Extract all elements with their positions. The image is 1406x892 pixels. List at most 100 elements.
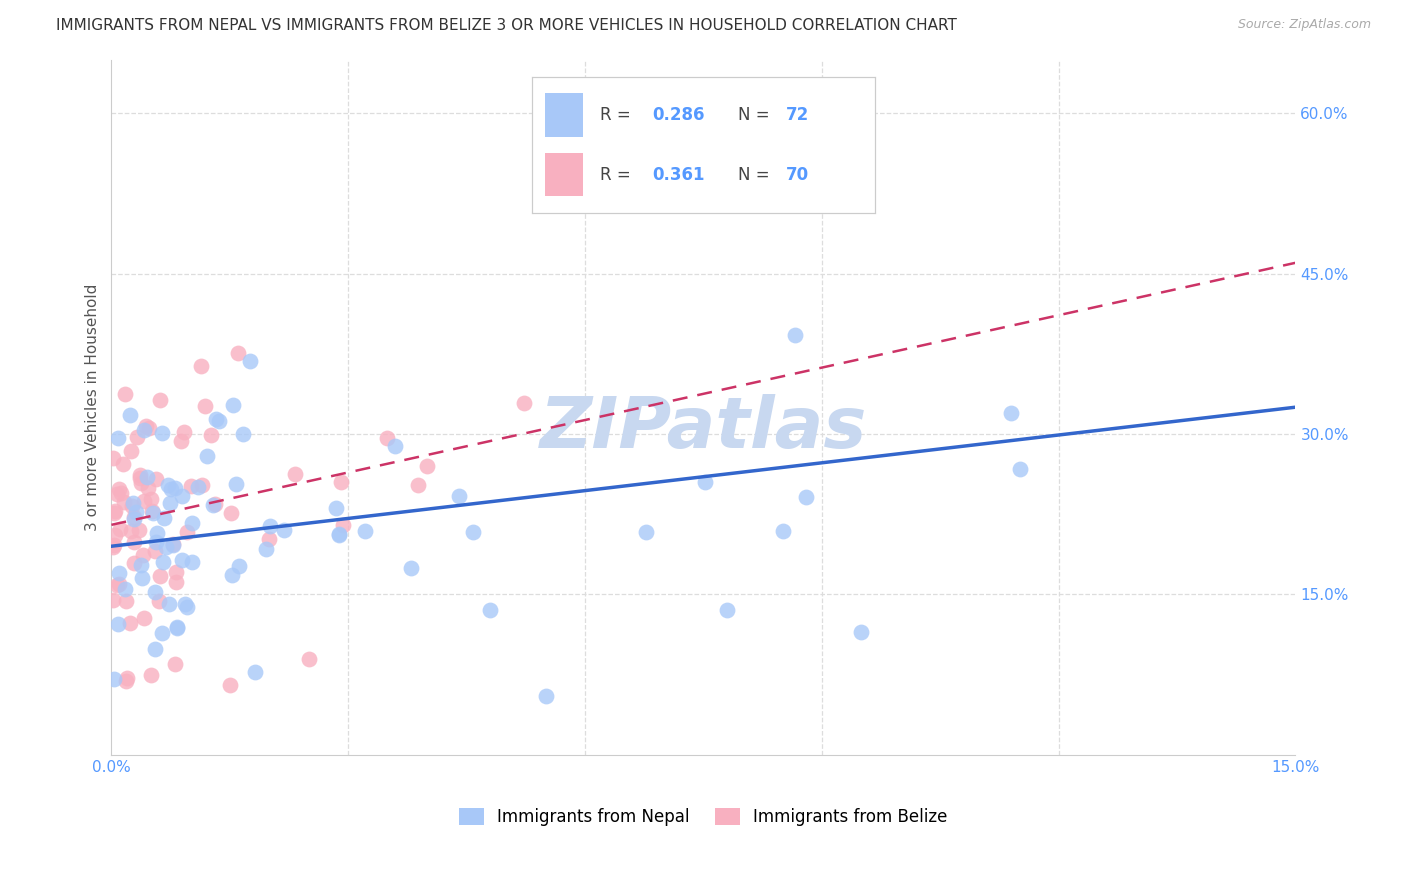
Point bbox=[131, 548, 153, 562]
Point bbox=[284, 467, 307, 482]
Point bbox=[332, 517, 354, 532]
Point bbox=[259, 519, 281, 533]
Point bbox=[165, 565, 187, 579]
Point bbox=[794, 490, 817, 504]
Point bbox=[534, 689, 557, 703]
Point bbox=[513, 396, 536, 410]
Point bbox=[107, 617, 129, 632]
Point bbox=[122, 495, 145, 509]
Point bbox=[208, 414, 231, 428]
Point bbox=[165, 574, 187, 589]
Point bbox=[124, 556, 146, 570]
Point bbox=[384, 439, 406, 453]
Point bbox=[104, 528, 127, 542]
Point bbox=[107, 577, 129, 591]
Point bbox=[111, 457, 134, 471]
Point bbox=[354, 524, 377, 538]
Point bbox=[160, 482, 183, 496]
Point bbox=[416, 458, 439, 473]
Point bbox=[479, 603, 502, 617]
Point bbox=[138, 420, 160, 434]
Point bbox=[193, 399, 215, 413]
Point bbox=[122, 512, 145, 526]
Y-axis label: 3 or more Vehicles in Household: 3 or more Vehicles in Household bbox=[86, 284, 100, 531]
Point bbox=[447, 489, 470, 503]
Point bbox=[107, 431, 129, 445]
Point bbox=[190, 478, 212, 492]
Point bbox=[115, 671, 138, 685]
Point bbox=[257, 532, 280, 546]
Point bbox=[187, 480, 209, 494]
Point bbox=[101, 540, 124, 554]
Point bbox=[120, 444, 142, 458]
Point bbox=[201, 498, 224, 512]
Point bbox=[145, 535, 167, 549]
Point bbox=[219, 506, 242, 520]
Point bbox=[406, 478, 429, 492]
Point bbox=[166, 620, 188, 634]
Point bbox=[170, 489, 193, 503]
Point bbox=[165, 481, 187, 495]
Point bbox=[173, 425, 195, 440]
Point bbox=[120, 409, 142, 423]
Point bbox=[328, 527, 350, 541]
Point bbox=[104, 504, 127, 518]
Point bbox=[110, 486, 132, 500]
Point bbox=[693, 475, 716, 490]
Point bbox=[142, 507, 165, 521]
Point bbox=[204, 497, 226, 511]
Point bbox=[225, 476, 247, 491]
Point bbox=[163, 657, 186, 671]
Point bbox=[243, 665, 266, 679]
Point bbox=[218, 678, 240, 692]
Point bbox=[122, 510, 145, 524]
Point bbox=[103, 538, 125, 552]
Point bbox=[138, 481, 160, 495]
Point bbox=[827, 101, 849, 115]
Point bbox=[634, 524, 657, 539]
Point bbox=[159, 496, 181, 510]
Point bbox=[105, 487, 128, 501]
Point bbox=[298, 651, 321, 665]
Point bbox=[148, 594, 170, 608]
Point bbox=[145, 472, 167, 486]
Point bbox=[124, 535, 146, 549]
Point bbox=[136, 470, 159, 484]
Point bbox=[149, 569, 172, 583]
Point bbox=[143, 544, 166, 558]
Point bbox=[330, 475, 353, 489]
Point bbox=[131, 571, 153, 585]
Point bbox=[108, 482, 131, 496]
Point bbox=[222, 398, 245, 412]
Text: IMMIGRANTS FROM NEPAL VS IMMIGRANTS FROM BELIZE 3 OR MORE VEHICLES IN HOUSEHOLD : IMMIGRANTS FROM NEPAL VS IMMIGRANTS FROM… bbox=[56, 18, 957, 33]
Point bbox=[157, 477, 180, 491]
Point bbox=[152, 555, 174, 569]
Point bbox=[115, 674, 138, 689]
Point bbox=[114, 582, 136, 596]
Point bbox=[228, 558, 250, 573]
Point bbox=[176, 599, 198, 614]
Point bbox=[162, 537, 184, 551]
Point bbox=[112, 495, 135, 509]
Point bbox=[134, 493, 156, 508]
Point bbox=[783, 328, 806, 343]
Point bbox=[114, 593, 136, 607]
Point bbox=[128, 471, 150, 485]
Point bbox=[162, 538, 184, 552]
Point bbox=[125, 505, 148, 519]
Point bbox=[108, 566, 131, 580]
Point bbox=[143, 584, 166, 599]
Text: ZIPatlas: ZIPatlas bbox=[540, 393, 868, 463]
Point bbox=[772, 524, 794, 538]
Point bbox=[103, 672, 125, 686]
Point bbox=[150, 625, 173, 640]
Point bbox=[110, 522, 132, 536]
Point bbox=[166, 621, 188, 635]
Point bbox=[149, 393, 172, 408]
Point bbox=[180, 516, 202, 530]
Point bbox=[105, 578, 128, 592]
Point bbox=[205, 412, 228, 426]
Point bbox=[375, 431, 398, 445]
Point bbox=[851, 624, 873, 639]
Point bbox=[103, 593, 125, 607]
